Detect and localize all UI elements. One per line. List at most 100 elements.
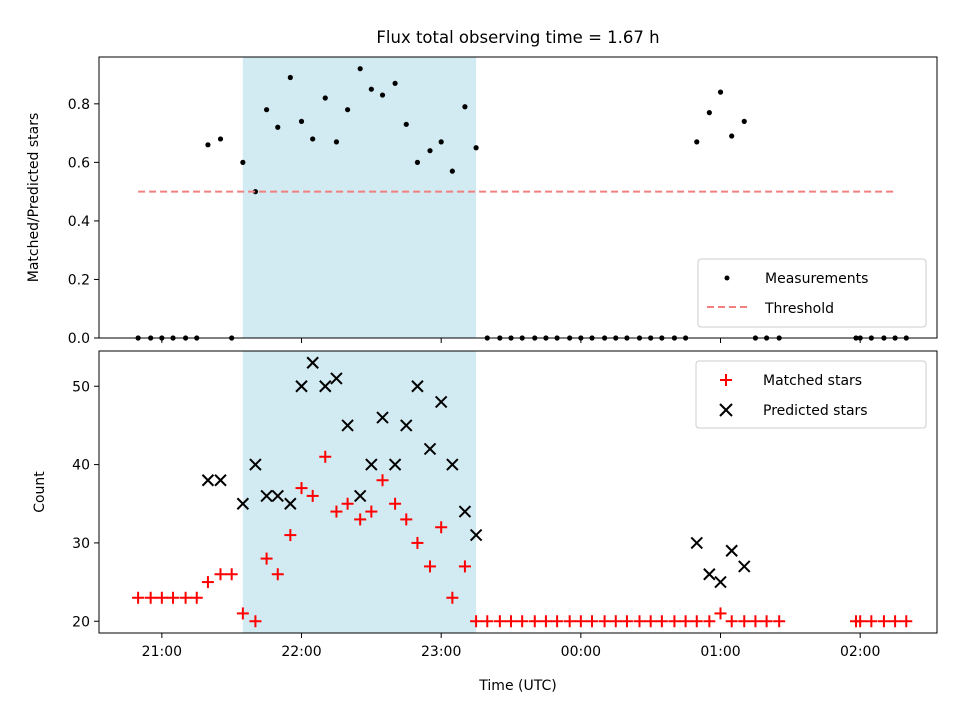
matched-star-point [201, 576, 214, 589]
measurement-point [427, 148, 433, 154]
matched-star-point [690, 615, 703, 628]
chart-title: Flux total observing time = 1.67 h [376, 28, 659, 47]
y-tick-label: 20 [72, 614, 90, 630]
top-legend: Measurements Threshold [697, 258, 927, 328]
matched-star-point [330, 505, 343, 518]
matched-star-point [609, 615, 622, 628]
predicted-star-point [306, 356, 319, 369]
predicted-star-point [353, 489, 367, 503]
matched-star-point [725, 615, 738, 628]
matched-star-point [341, 497, 354, 510]
measurement-point [438, 139, 444, 145]
predicted-star-point [341, 419, 354, 432]
predicted-star-point [295, 380, 308, 393]
matched-star-point [493, 615, 506, 628]
predicted-star-point [446, 458, 459, 471]
measurement-point [462, 104, 468, 110]
matched-star-point [528, 615, 541, 628]
legend-measurements-label: Measurements [765, 271, 868, 287]
measurement-point [240, 159, 246, 165]
matched-star-point [271, 568, 284, 581]
y-tick-label: 40 [72, 458, 90, 474]
measurement-point [379, 92, 386, 98]
predicted-star-point [690, 536, 703, 550]
bottom-axes-frame [98, 350, 938, 634]
predicted-star-point [201, 474, 215, 487]
x-tick-label: 21:00 [142, 644, 182, 660]
matched-star-point [854, 615, 867, 628]
y-tick-label: 50 [72, 379, 90, 395]
measurement-point [392, 80, 398, 86]
x-axis-label: Time (UTC) [478, 678, 556, 694]
matched-star-point [284, 529, 297, 542]
matched-star-point [655, 615, 668, 628]
bottom-legend-box [695, 360, 927, 429]
measurement-point [322, 95, 328, 101]
bottom-y-axis-label: Count [32, 471, 48, 513]
matched-star-point [214, 568, 227, 581]
predicted-star-point [319, 380, 332, 393]
matched-star-point [749, 615, 762, 628]
matched-star-point [295, 482, 308, 495]
predicted-star-point [249, 458, 262, 471]
x-tick-label: 01:00 [700, 644, 740, 660]
top-axes-frame [98, 56, 938, 339]
matched-star-point [877, 615, 890, 628]
legend-measurements-marker [724, 275, 730, 281]
matched-star-point [889, 615, 902, 628]
y-tick-label: 0.8 [68, 97, 90, 113]
measurement-point [217, 136, 224, 142]
measurement-point [449, 168, 455, 174]
y-tick-label: 0.0 [68, 331, 90, 347]
measurement-point [298, 118, 305, 124]
bottom-highlight-band [242, 351, 477, 633]
x-tick-label: 02:00 [840, 644, 880, 660]
matched-star-point [236, 607, 249, 620]
predicted-star-point [411, 380, 424, 393]
matched-star-point [155, 591, 168, 604]
matched-star-point [586, 615, 599, 628]
legend-threshold-label: Threshold [764, 301, 834, 317]
measurement-point [414, 159, 421, 165]
matched-star-point [865, 615, 878, 628]
predicted-star-point [400, 419, 413, 432]
matched-star-point [470, 615, 483, 628]
matched-star-point [551, 615, 564, 628]
measurement-point [706, 110, 712, 116]
predicted-star-point [214, 474, 227, 487]
top-highlight-band [242, 57, 477, 338]
predicted-star-point [284, 497, 297, 510]
matched-star-point [620, 615, 633, 628]
matched-star-point [505, 615, 518, 628]
legend-matched-marker [720, 374, 732, 386]
predicted-star-point [260, 489, 273, 503]
matched-star-point [389, 497, 402, 510]
matched-star-point [900, 615, 913, 628]
matched-star-point [516, 615, 529, 628]
matched-star-point [539, 615, 552, 628]
bottom-x-ticks: 21:00 22:00 23:00 00:00 01:00 02:00 [142, 633, 880, 660]
predicted-star-point [365, 458, 378, 471]
measurement-point [205, 142, 211, 148]
matched-star-point [598, 615, 611, 628]
top-legend-box [697, 258, 927, 328]
measurement-point [694, 139, 700, 145]
matched-star-point [644, 615, 657, 628]
matched-star-point [167, 591, 180, 604]
predicted-star-point [703, 568, 716, 581]
matched-star-point [458, 560, 471, 573]
measurement-point [403, 121, 409, 127]
top-y-axis-label: Matched/Predicted stars [26, 113, 42, 283]
measurement-point [473, 145, 479, 151]
legend-predicted-label: Predicted stars [763, 403, 868, 419]
matched-star-point [260, 552, 273, 565]
predicted-star-point [434, 395, 448, 409]
predicted-star-point [236, 497, 250, 510]
matched-star-point [703, 615, 716, 628]
predicted-star-point [725, 544, 738, 557]
x-tick-label: 22:00 [281, 644, 321, 660]
matched-star-point [574, 615, 587, 628]
matched-star-point [668, 615, 681, 628]
matched-star-point [738, 615, 751, 628]
